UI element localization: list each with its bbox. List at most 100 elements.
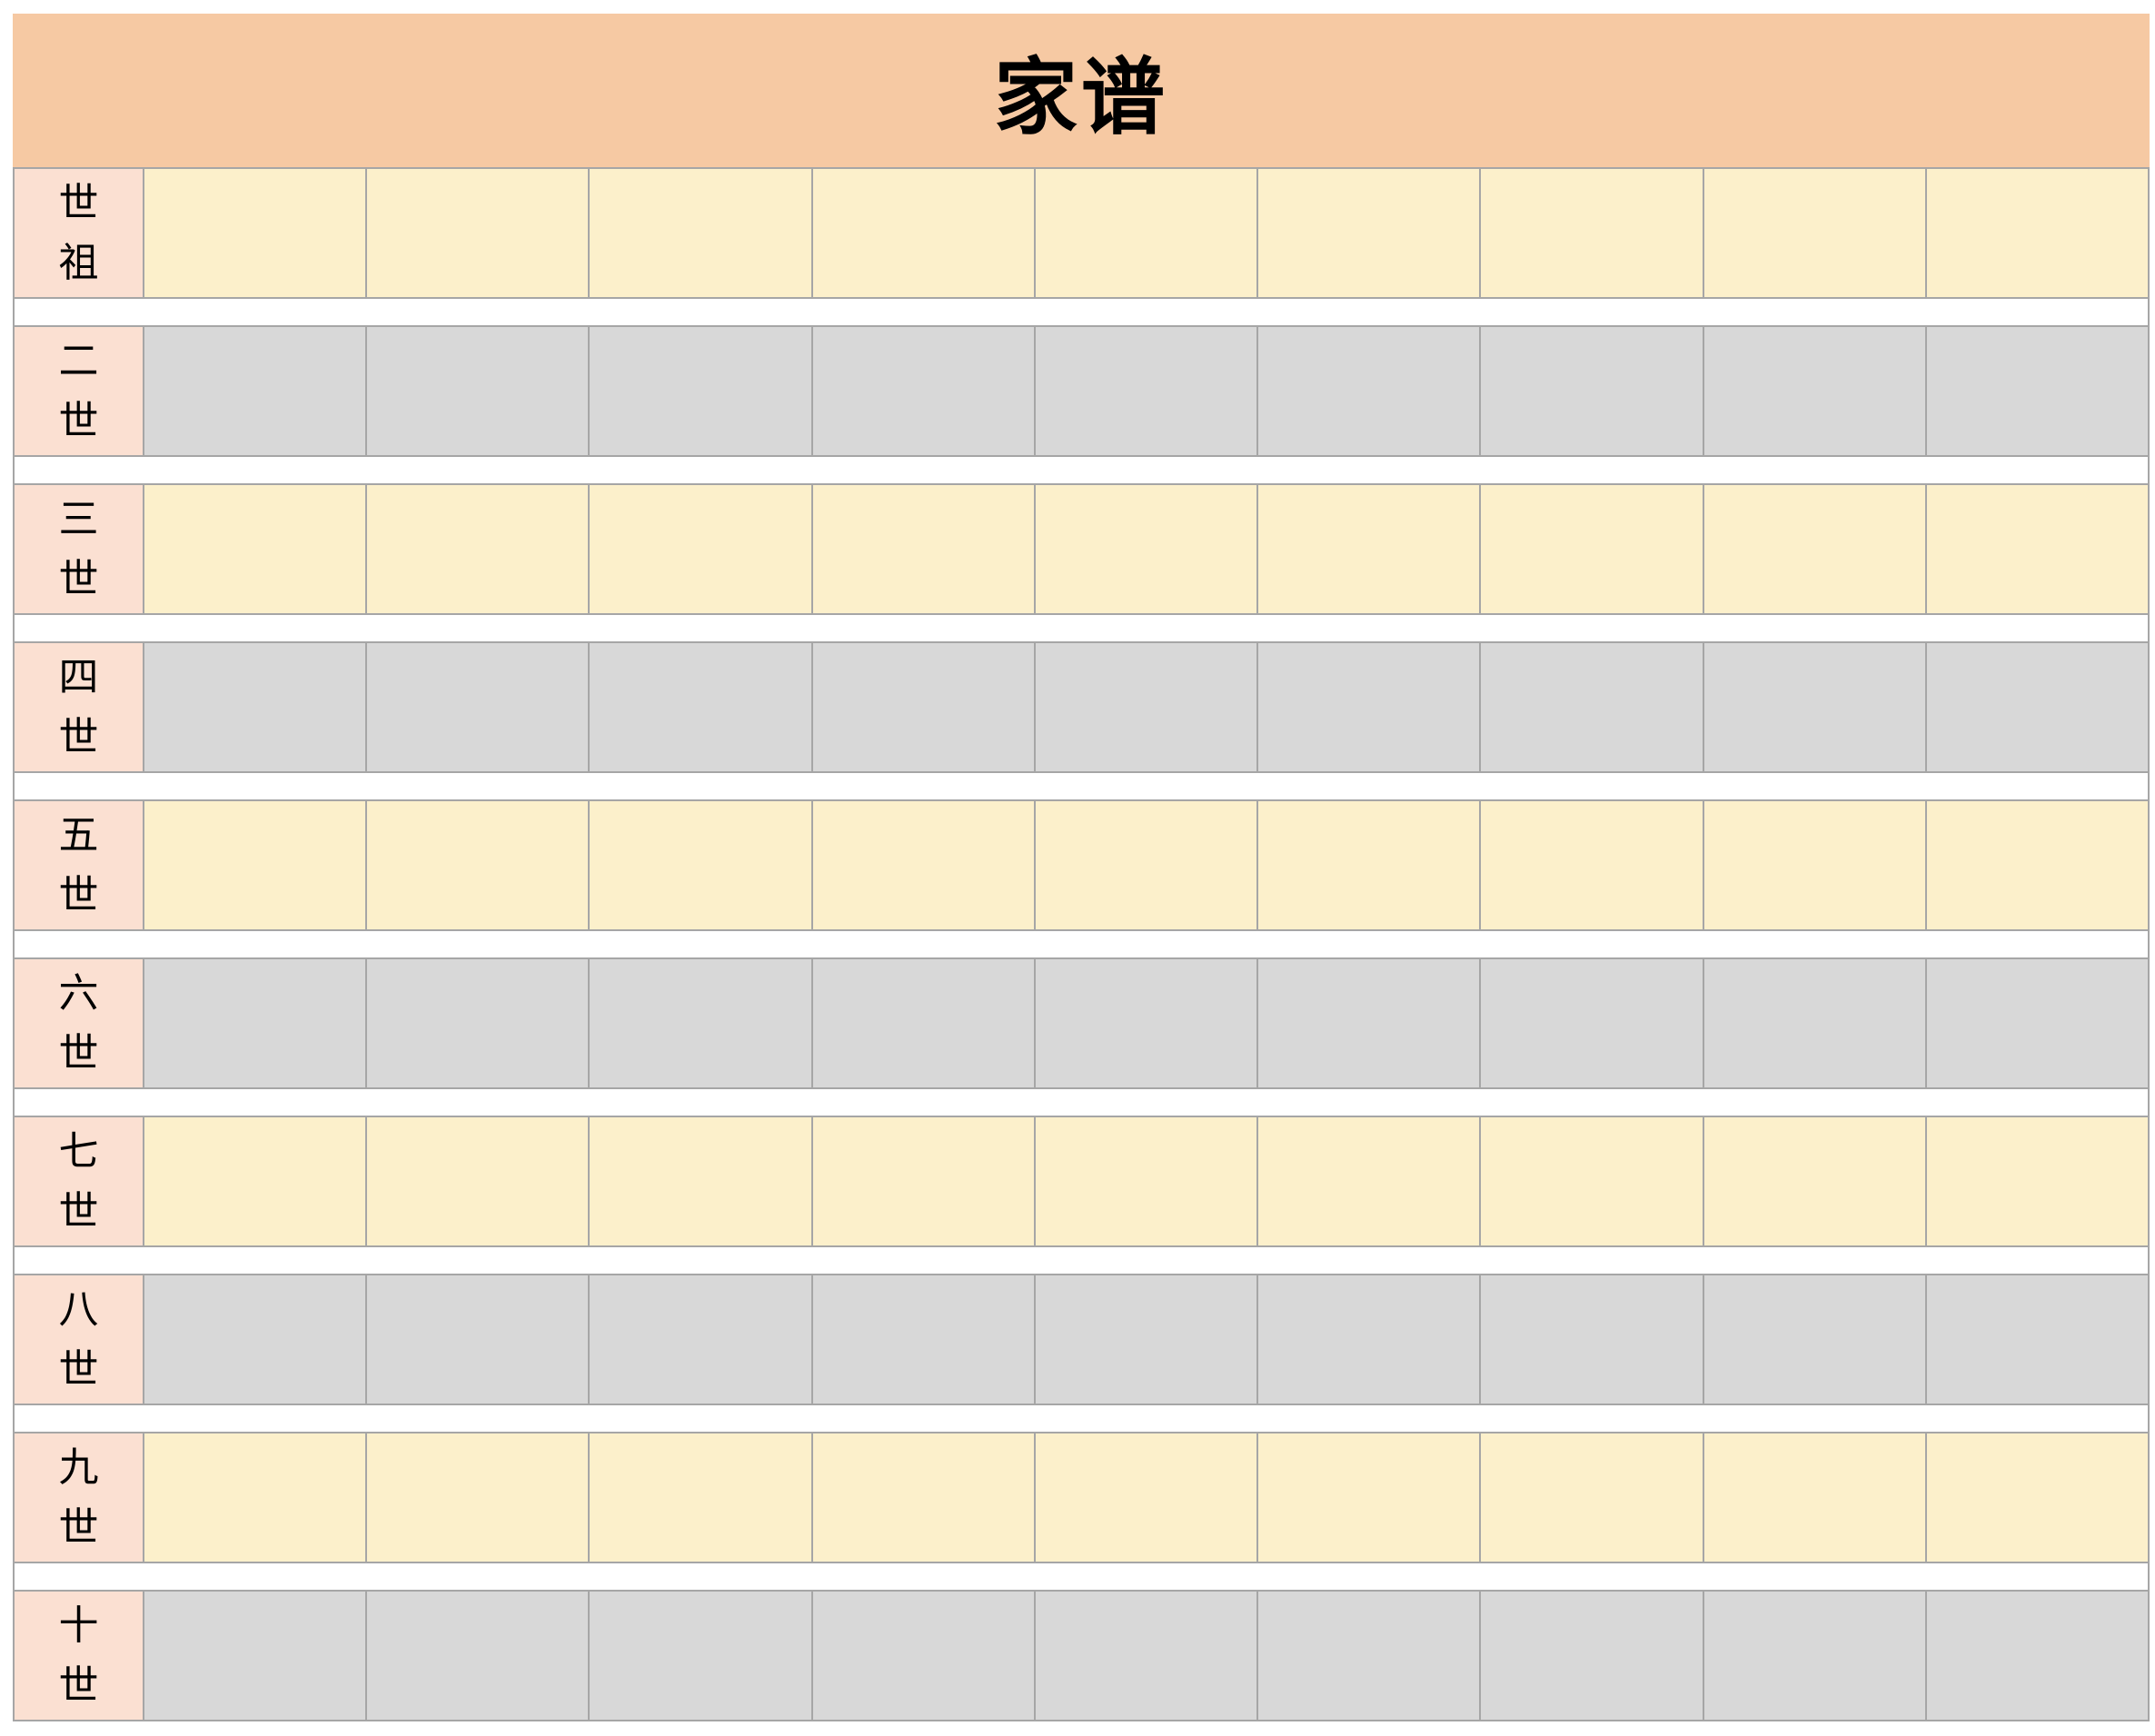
generation-row: 六世 xyxy=(13,957,2150,1089)
entry-cell[interactable] xyxy=(1703,801,1927,929)
entry-cell[interactable] xyxy=(812,801,1036,929)
entry-cell[interactable] xyxy=(367,169,591,297)
entry-cell[interactable] xyxy=(1258,1117,1482,1245)
entry-cell[interactable] xyxy=(1926,327,2148,455)
entry-cell[interactable] xyxy=(590,327,813,455)
entry-cell[interactable] xyxy=(367,1592,591,1720)
generation-row: 四世 xyxy=(13,641,2150,773)
entry-cell[interactable] xyxy=(590,1275,813,1404)
entry-cell[interactable] xyxy=(144,1275,368,1404)
entry-cell[interactable] xyxy=(1926,1117,2148,1245)
entry-cell[interactable] xyxy=(144,643,368,771)
entry-cell[interactable] xyxy=(1258,485,1482,613)
entry-cell[interactable] xyxy=(1258,801,1482,929)
entry-cell[interactable] xyxy=(1258,959,1482,1087)
entry-cell[interactable] xyxy=(590,1117,813,1245)
entry-cell[interactable] xyxy=(144,1117,368,1245)
entry-cell[interactable] xyxy=(367,1275,591,1404)
title-banner: 家谱 xyxy=(13,14,2150,167)
entry-cell[interactable] xyxy=(1481,1592,1704,1720)
entry-cell[interactable] xyxy=(1926,801,2148,929)
entry-cell[interactable] xyxy=(1258,169,1482,297)
entry-cell[interactable] xyxy=(1481,801,1704,929)
entry-cell[interactable] xyxy=(1703,1433,1927,1562)
entry-cell[interactable] xyxy=(1035,327,1259,455)
entry-cell[interactable] xyxy=(1035,485,1259,613)
entry-cell[interactable] xyxy=(144,801,368,929)
entry-cell[interactable] xyxy=(1035,959,1259,1087)
entry-cell[interactable] xyxy=(1035,1275,1259,1404)
entry-cell[interactable] xyxy=(1035,1592,1259,1720)
row-cells xyxy=(144,643,2148,771)
entry-cell[interactable] xyxy=(367,327,591,455)
entry-cell[interactable] xyxy=(367,1117,591,1245)
entry-cell[interactable] xyxy=(812,1433,1036,1562)
entry-cell[interactable] xyxy=(590,959,813,1087)
entry-cell[interactable] xyxy=(144,485,368,613)
entry-cell[interactable] xyxy=(1703,327,1927,455)
entry-cell[interactable] xyxy=(590,169,813,297)
entry-cell[interactable] xyxy=(367,643,591,771)
row-label-text: 十世 xyxy=(58,1602,99,1708)
row-label-text: 世祖 xyxy=(58,180,99,285)
entry-cell[interactable] xyxy=(144,1433,368,1562)
entry-cell[interactable] xyxy=(1481,485,1704,613)
entry-cell[interactable] xyxy=(590,1592,813,1720)
entry-cell[interactable] xyxy=(812,959,1036,1087)
entry-cell[interactable] xyxy=(590,1433,813,1562)
entry-cell[interactable] xyxy=(812,169,1036,297)
entry-cell[interactable] xyxy=(367,1433,591,1562)
entry-cell[interactable] xyxy=(1035,1117,1259,1245)
entry-cell[interactable] xyxy=(1926,643,2148,771)
entry-cell[interactable] xyxy=(1258,1592,1482,1720)
entry-cell[interactable] xyxy=(144,1592,368,1720)
entry-cell[interactable] xyxy=(1703,169,1927,297)
entry-cell[interactable] xyxy=(144,959,368,1087)
entry-cell[interactable] xyxy=(1926,1592,2148,1720)
generation-row: 十世 xyxy=(13,1590,2150,1721)
entry-cell[interactable] xyxy=(1258,643,1482,771)
entry-cell[interactable] xyxy=(367,801,591,929)
entry-cell[interactable] xyxy=(1481,1433,1704,1562)
entry-cell[interactable] xyxy=(367,485,591,613)
row-cells xyxy=(144,959,2148,1087)
document-title: 家谱 xyxy=(993,52,1168,144)
entry-cell[interactable] xyxy=(812,1592,1036,1720)
entry-cell[interactable] xyxy=(1703,485,1927,613)
entry-cell[interactable] xyxy=(1926,1433,2148,1562)
entry-cell[interactable] xyxy=(144,169,368,297)
entry-cell[interactable] xyxy=(1481,327,1704,455)
entry-cell[interactable] xyxy=(1035,643,1259,771)
entry-cell[interactable] xyxy=(1481,643,1704,771)
entry-cell[interactable] xyxy=(590,643,813,771)
entry-cell[interactable] xyxy=(367,959,591,1087)
entry-cell[interactable] xyxy=(1926,485,2148,613)
entry-cell[interactable] xyxy=(1481,1275,1704,1404)
entry-cell[interactable] xyxy=(1258,1433,1482,1562)
entry-cell[interactable] xyxy=(590,801,813,929)
entry-cell[interactable] xyxy=(812,643,1036,771)
row-label: 五世 xyxy=(15,801,144,929)
entry-cell[interactable] xyxy=(1703,1117,1927,1245)
entry-cell[interactable] xyxy=(1481,169,1704,297)
entry-cell[interactable] xyxy=(1035,1433,1259,1562)
entry-cell[interactable] xyxy=(1035,169,1259,297)
entry-cell[interactable] xyxy=(1258,1275,1482,1404)
entry-cell[interactable] xyxy=(1703,1592,1927,1720)
entry-cell[interactable] xyxy=(1481,1117,1704,1245)
entry-cell[interactable] xyxy=(812,1275,1036,1404)
entry-cell[interactable] xyxy=(1258,327,1482,455)
entry-cell[interactable] xyxy=(812,485,1036,613)
entry-cell[interactable] xyxy=(590,485,813,613)
entry-cell[interactable] xyxy=(1703,643,1927,771)
entry-cell[interactable] xyxy=(1035,801,1259,929)
entry-cell[interactable] xyxy=(812,327,1036,455)
entry-cell[interactable] xyxy=(144,327,368,455)
entry-cell[interactable] xyxy=(1926,1275,2148,1404)
entry-cell[interactable] xyxy=(1926,169,2148,297)
entry-cell[interactable] xyxy=(1703,1275,1927,1404)
entry-cell[interactable] xyxy=(1703,959,1927,1087)
entry-cell[interactable] xyxy=(812,1117,1036,1245)
entry-cell[interactable] xyxy=(1481,959,1704,1087)
entry-cell[interactable] xyxy=(1926,959,2148,1087)
